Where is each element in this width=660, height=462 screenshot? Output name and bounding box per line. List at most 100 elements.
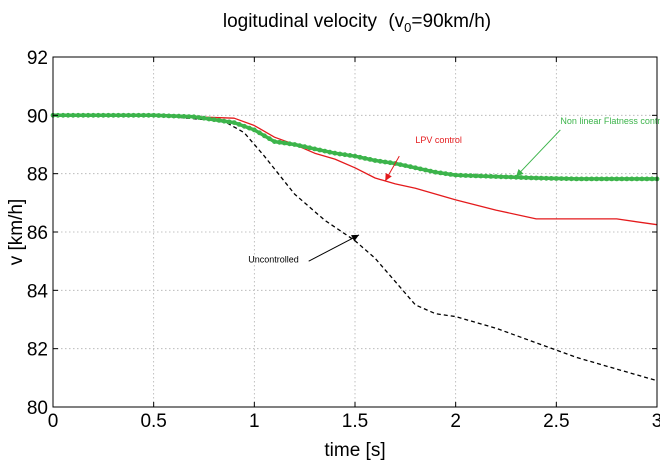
series-point-flatness [312,146,318,152]
annotation-label: Non linear Flatness control [560,116,660,126]
series-point-flatness [131,112,136,118]
chart-title-text: logitudinal velocity [223,11,378,32]
series-point-flatness [221,118,227,124]
annotation-arrowhead [351,234,360,242]
y-tick-label: 80 [27,398,48,419]
series-point-flatness [402,163,408,169]
series-point-flatness [488,174,494,179]
series-point-flatness [302,144,308,150]
series-point-flatness [75,112,81,118]
series-point-flatness [236,122,242,127]
x-tick-label: 1.5 [342,411,368,432]
x-axis-label: time [s] [324,440,385,461]
series-point-flatness [564,176,569,182]
series-point-flatness [473,173,479,179]
y-tick-label: 82 [27,340,48,361]
series-point-flatness [342,152,348,158]
series-point-flatness [443,171,448,177]
chart-title-subscript: 0 [404,20,411,35]
series-point-flatness [649,176,655,182]
y-tick-label: 84 [27,281,49,302]
series-point-flatness [408,164,413,170]
series-point-flatness [609,176,615,182]
series-point-flatness [372,158,378,163]
series-point-flatness [367,157,373,162]
y-tick-label: 92 [27,48,48,69]
series-point-flatness [171,113,177,119]
series-point-flatness [226,119,232,125]
series-point-flatness [579,176,584,182]
series-point-flatness [518,175,524,180]
series-point-flatness [80,112,86,118]
series-point-flatness [287,141,292,147]
series-point-flatness [176,113,182,119]
series-point-flatness [121,112,126,118]
series-point-flatness [136,112,142,118]
series-point-flatness [181,114,187,119]
series-point-flatness [307,145,313,151]
series-point-flatness [206,116,212,122]
series-point-flatness [629,176,635,182]
series-point-flatness [533,175,539,181]
series-point-flatness [161,113,167,119]
x-tick-label: 0.5 [140,411,166,432]
series-point-flatness [322,148,328,154]
series-point-flatness [553,176,559,181]
series-point-flatness [614,176,620,182]
series-line-lpv [53,114,658,226]
series-point-flatness [337,151,343,157]
series-point-flatness [362,156,368,161]
series-point-flatness [463,173,469,178]
x-tick-label: 1 [249,411,260,432]
series-point-flatness [95,112,101,118]
series-point-flatness [297,143,302,149]
series-point-flatness [584,176,589,182]
series-point-flatness [332,150,338,156]
series-point-flatness [70,112,76,118]
series-point-flatness [483,173,489,179]
series-point-flatness [468,173,474,179]
series-point-flatness [262,133,267,139]
series-point-flatness [251,127,257,133]
y-tick-label: 88 [27,165,48,186]
series-point-flatness [619,176,625,182]
series-point-flatness [599,176,604,182]
x-tick-label: 2 [450,411,461,432]
series-point-flatness [548,176,554,181]
series-point-flatness [191,114,197,120]
series-point-flatness [85,112,91,118]
series-point-flatness [231,120,237,125]
annotation-label: LPV control [415,135,462,145]
series-point-flatness [196,115,202,120]
series-point-flatness [151,112,157,118]
series-point-flatness [282,140,287,146]
series-point-flatness [156,113,162,118]
series-point-flatness [377,158,383,164]
series-point-flatness [458,172,464,178]
y-tick-label: 90 [27,106,48,127]
grid [53,57,657,407]
series-point-flatness [186,114,192,119]
series-point-flatness [111,112,116,118]
series-point-flatness [538,175,544,181]
tick-layer: 0 0.5 1 1.5 2 2.5 3 80 82 84 86 88 90 92 [27,48,660,432]
series-point-flatness [569,176,574,182]
series-point-flatness [272,139,277,145]
series-line-uncontrolled [53,114,658,382]
series-point-flatness [216,118,222,123]
series-point-flatness [428,168,433,174]
series-point-flatness [413,165,418,171]
series-point-flatness [352,153,358,159]
series-point-flatness [418,166,423,172]
y-tick-label: 86 [27,223,48,244]
series-point-flatness [357,154,363,160]
series-point-flatness [493,174,499,180]
series-point-flatness [387,160,393,166]
series-point-flatness [453,172,459,178]
series-point-flatness [166,113,172,119]
chart-title-paren-open: (v [388,11,404,32]
series-point-flatness [317,147,323,153]
series-point-flatness [126,112,131,118]
series-point-flatness [508,174,514,180]
